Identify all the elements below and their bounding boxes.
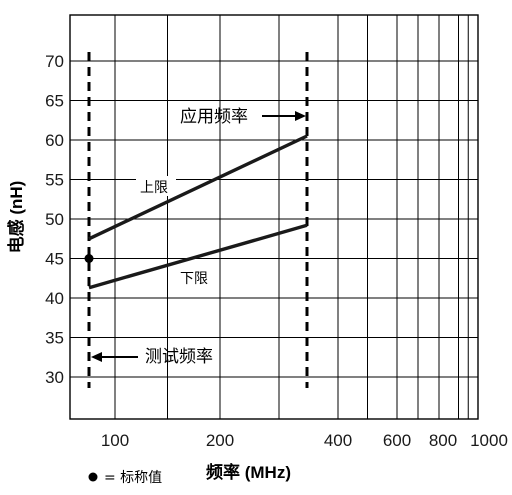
x-tick-label: 1000 <box>470 431 508 450</box>
upper-limit-line <box>88 134 308 241</box>
y-tick-label: 65 <box>45 92 64 111</box>
marker-lines <box>87 52 309 388</box>
tick-labels: 70 65 60 55 50 45 40 35 30 100 200 400 600 800 1000 <box>45 52 508 450</box>
y-tick-label: 50 <box>45 210 64 229</box>
x-tick-label: 800 <box>429 431 457 450</box>
x-tick-label: 400 <box>324 431 352 450</box>
upper-limit-label: 上限 <box>140 180 168 196</box>
legend-nominal-text: = 标称值 <box>104 470 162 486</box>
y-tick-label: 30 <box>45 368 64 387</box>
application-frequency-arrow <box>262 111 306 121</box>
y-tick-label: 70 <box>45 52 64 71</box>
lower-limit-label-bg <box>176 267 216 287</box>
lower-limit-label: 下限 <box>180 271 208 287</box>
x-tick-label: 100 <box>101 431 129 450</box>
x-axis-label: 频率 (MHz) <box>206 462 291 482</box>
series-lines <box>84 134 308 290</box>
grid-lines <box>70 15 478 419</box>
nominal-value-point <box>84 254 94 263</box>
test-frequency-label: 测试频率 <box>145 347 213 367</box>
y-axis-label: 电感 (nH) <box>6 181 26 254</box>
upper-limit-label-bg <box>136 176 176 196</box>
lower-limit-line <box>88 223 308 290</box>
y-tick-label: 55 <box>45 171 64 190</box>
x-tick-label: 600 <box>383 431 411 450</box>
y-tick-label: 60 <box>45 131 64 150</box>
y-tick-label: 40 <box>45 289 64 308</box>
y-tick-label: 35 <box>45 329 64 348</box>
plot-frame <box>69 14 479 420</box>
application-frequency-label: 应用频率 <box>180 107 248 127</box>
legend-marker-icon <box>88 472 98 482</box>
y-tick-label: 45 <box>45 250 64 269</box>
x-tick-label: 200 <box>206 431 234 450</box>
test-frequency-arrow <box>91 352 138 362</box>
